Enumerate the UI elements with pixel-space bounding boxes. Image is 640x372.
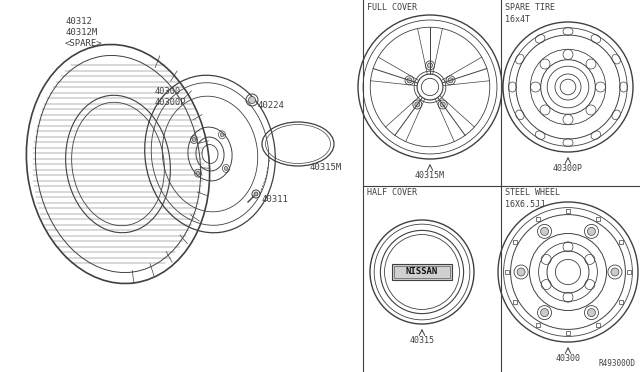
- Text: SPARE TIRE
16x4T: SPARE TIRE 16x4T: [505, 3, 555, 24]
- Text: 40315M: 40315M: [310, 163, 342, 172]
- Circle shape: [517, 268, 525, 276]
- Circle shape: [428, 63, 433, 68]
- Circle shape: [440, 102, 445, 107]
- Bar: [392, 264, 452, 280]
- Text: R493000D: R493000D: [599, 359, 636, 368]
- Bar: [627, 270, 631, 274]
- Circle shape: [248, 96, 255, 103]
- Bar: [619, 240, 623, 244]
- Bar: [536, 323, 540, 327]
- Bar: [513, 301, 517, 304]
- Circle shape: [541, 309, 548, 317]
- Bar: [596, 217, 600, 221]
- Ellipse shape: [192, 138, 196, 142]
- Bar: [505, 270, 509, 274]
- Text: FULL COVER: FULL COVER: [367, 3, 417, 12]
- Bar: [536, 217, 540, 221]
- Circle shape: [407, 78, 412, 83]
- Text: 40315: 40315: [410, 336, 435, 345]
- Circle shape: [415, 102, 420, 107]
- Bar: [513, 240, 517, 244]
- Text: NISSAN: NISSAN: [406, 267, 438, 276]
- Circle shape: [588, 227, 595, 235]
- Text: STEEL WHEEL
16X6.5JJ: STEEL WHEEL 16X6.5JJ: [505, 188, 560, 209]
- Text: 40224: 40224: [258, 101, 285, 110]
- Text: 40315M: 40315M: [415, 171, 445, 180]
- Ellipse shape: [196, 171, 200, 175]
- Text: 40311: 40311: [262, 195, 289, 204]
- Bar: [619, 301, 623, 304]
- Text: 40300: 40300: [556, 354, 580, 363]
- Text: 40300P: 40300P: [553, 164, 583, 173]
- Circle shape: [254, 192, 258, 196]
- Text: 40312
40312M
<SPARE>: 40312 40312M <SPARE>: [65, 17, 102, 48]
- Circle shape: [588, 309, 595, 317]
- Ellipse shape: [220, 133, 224, 137]
- Ellipse shape: [224, 166, 228, 170]
- Bar: [566, 209, 570, 213]
- Circle shape: [448, 78, 453, 83]
- Bar: [596, 323, 600, 327]
- Bar: [566, 331, 570, 335]
- Bar: [394, 266, 450, 278]
- Text: 40300
40300P: 40300 40300P: [155, 87, 186, 107]
- Circle shape: [541, 227, 548, 235]
- Text: HALF COVER: HALF COVER: [367, 188, 417, 197]
- Circle shape: [611, 268, 619, 276]
